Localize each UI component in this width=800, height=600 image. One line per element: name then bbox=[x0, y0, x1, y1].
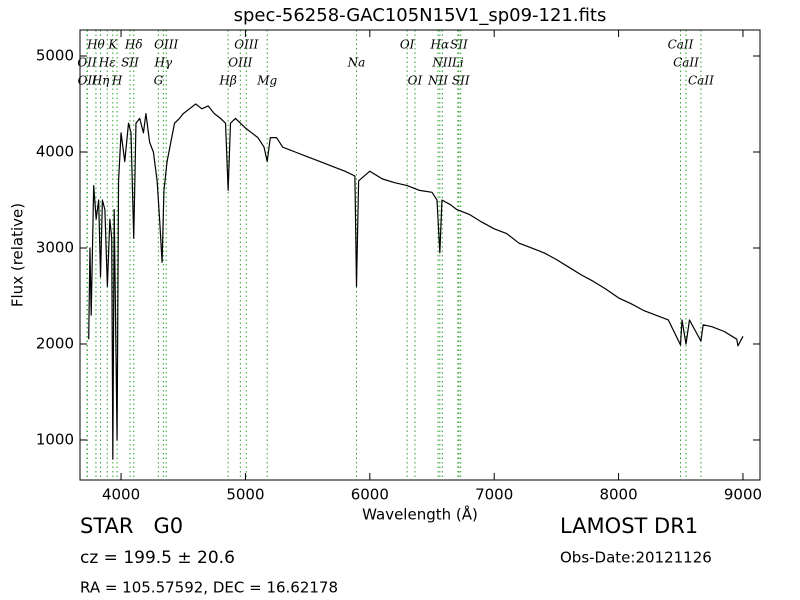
spectral-line-label: H bbox=[111, 74, 123, 88]
spectral-line-label: Hγ bbox=[154, 56, 173, 70]
y-tick-label: 3000 bbox=[36, 238, 74, 256]
x-tick-label: 5000 bbox=[226, 486, 264, 504]
y-tick-label: 1000 bbox=[36, 430, 74, 448]
y-tick-label: 4000 bbox=[36, 143, 74, 161]
redshift: cz = 199.5 ± 20.6 bbox=[80, 548, 235, 568]
spectrum-line bbox=[88, 103, 744, 460]
x-tick-label: 8000 bbox=[599, 486, 637, 504]
spectral-line-label: CaII bbox=[668, 38, 694, 52]
spectral-line-label: Hβ bbox=[218, 74, 236, 88]
spectral-line-label: CaII bbox=[688, 74, 714, 88]
spectral-line-label: CaII bbox=[673, 56, 699, 70]
spectral-line-label: OI bbox=[408, 74, 423, 88]
spectral-line-label: NII bbox=[431, 56, 452, 70]
spectral-line-label: SII bbox=[452, 74, 470, 88]
spectral-line-label: K bbox=[107, 38, 118, 52]
obs-date: Obs-Date:20121126 bbox=[560, 549, 712, 567]
y-tick-label: 2000 bbox=[36, 334, 74, 352]
spectral-line-label: G bbox=[154, 74, 164, 88]
spectral-line-label: OIII bbox=[154, 38, 178, 52]
survey: LAMOST DR1 bbox=[560, 514, 698, 538]
x-axis-label: Wavelength (Å) bbox=[362, 505, 478, 524]
chart-title: spec-56258-GAC105N15V1_sp09-121.fits bbox=[234, 5, 607, 26]
y-tick-label: 5000 bbox=[36, 47, 74, 65]
x-tick-label: 4000 bbox=[102, 486, 140, 504]
spectral-line-label: OIII bbox=[228, 56, 252, 70]
spectral-line-label: Mg bbox=[256, 74, 277, 88]
spectral-line-label: OII bbox=[78, 74, 98, 88]
object-class: STAR G0 bbox=[80, 514, 183, 538]
plot-frame bbox=[79, 29, 761, 481]
y-axis-label: Flux (relative) bbox=[9, 203, 27, 307]
spectral-line-label: SII bbox=[121, 56, 139, 70]
spectral-line-label: NII bbox=[427, 74, 448, 88]
spectral-line-label: OI bbox=[400, 38, 415, 52]
spectral-line-label: Na bbox=[347, 56, 366, 70]
spectral-line-label: Hθ bbox=[86, 38, 105, 52]
coordinates: RA = 105.57592, DEC = 16.62178 bbox=[80, 579, 338, 597]
x-tick-label: 9000 bbox=[724, 486, 762, 504]
spectral-line-label: Hδ bbox=[124, 38, 143, 52]
x-tick-label: 7000 bbox=[475, 486, 513, 504]
spectral-line-label: Hε bbox=[98, 56, 116, 70]
spectral-line-label: Hη bbox=[91, 74, 110, 88]
x-tick-label: 6000 bbox=[351, 486, 389, 504]
spectral-line-label: SII bbox=[450, 38, 468, 52]
spectral-line-label: OIII bbox=[234, 38, 258, 52]
spectral-line-label: Hα bbox=[430, 38, 450, 52]
spectral-line-label: Li bbox=[451, 56, 464, 70]
